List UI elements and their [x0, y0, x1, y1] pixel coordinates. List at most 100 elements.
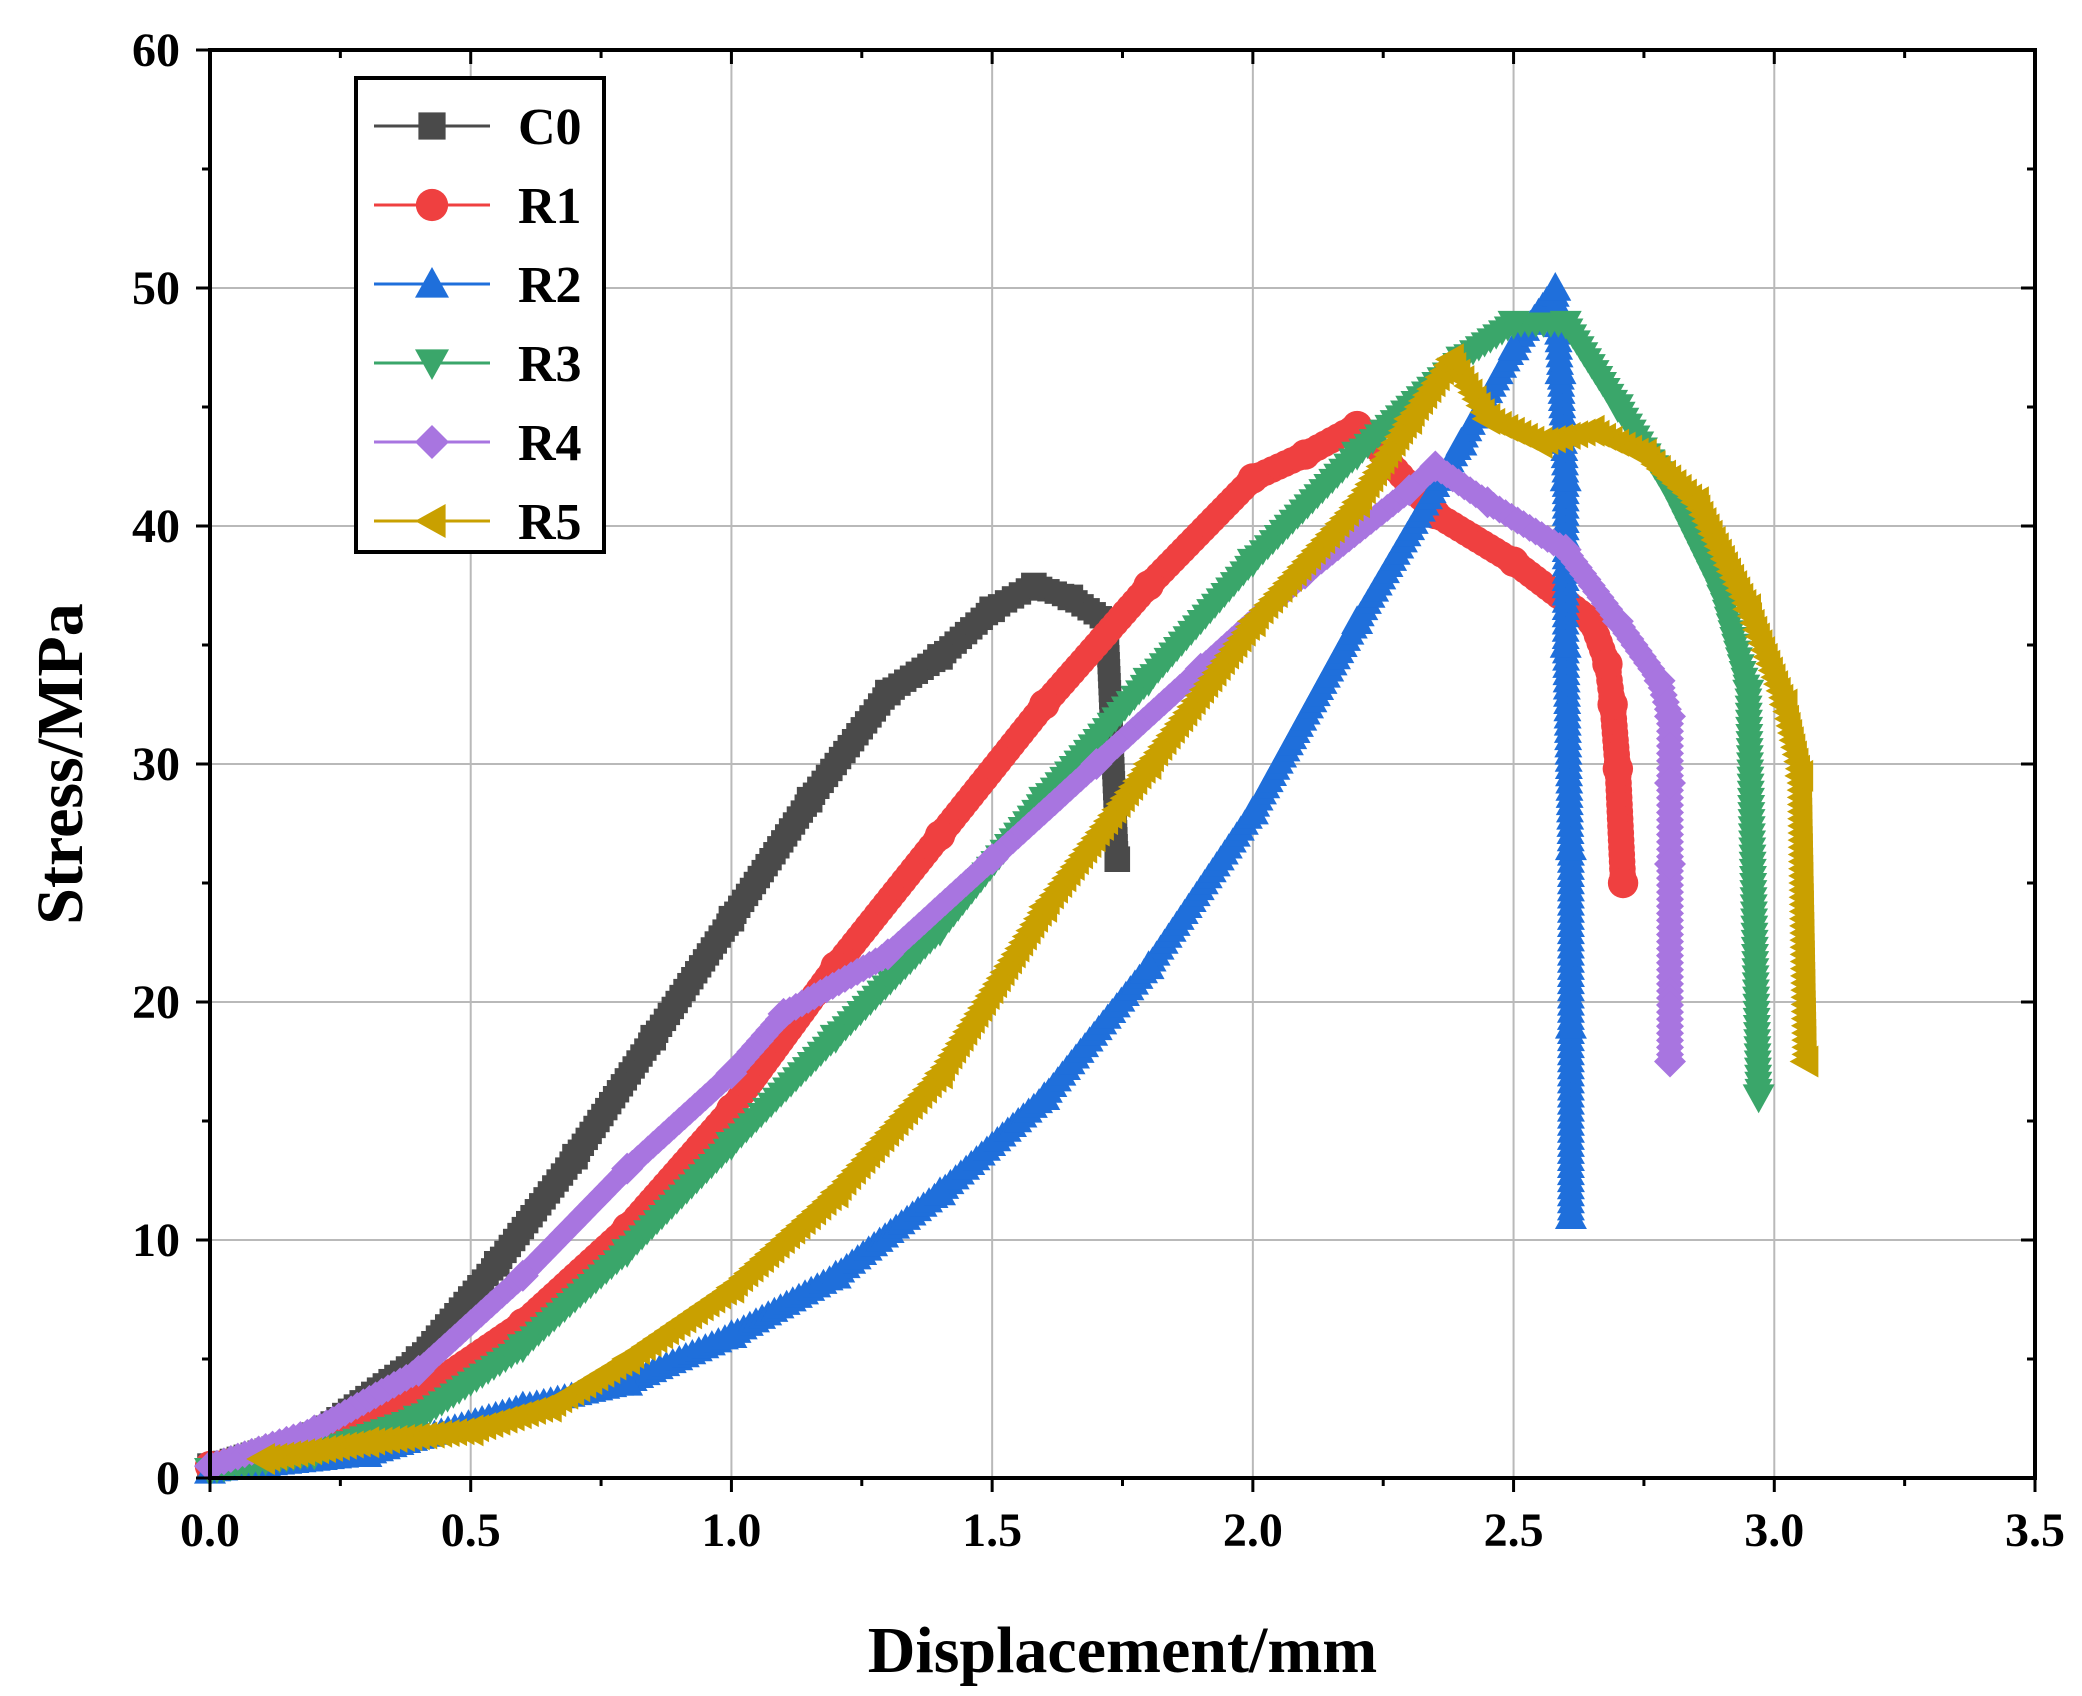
data-point-r5 [1784, 759, 1814, 792]
data-point-r5 [1575, 414, 1605, 447]
data-point-r1 [1576, 606, 1607, 637]
data-point-r4 [1654, 1045, 1686, 1078]
data-point-r2 [611, 1366, 644, 1396]
data-point-r2 [1544, 355, 1577, 385]
legend-item-r5: R5 [374, 494, 582, 551]
data-point-r5 [1768, 688, 1798, 721]
data-point-r3 [506, 1334, 539, 1364]
data-point-c0 [483, 1251, 510, 1277]
legend-item-r1: R1 [374, 178, 582, 235]
data-point-r2 [1554, 1200, 1587, 1229]
data-point-r5 [1393, 402, 1423, 435]
data-point-r2 [715, 1319, 748, 1348]
data-point-r3 [402, 1405, 435, 1435]
data-point-r5 [1680, 486, 1709, 519]
data-point-r3 [611, 1239, 644, 1268]
data-point-c0 [562, 1143, 588, 1170]
data-point-r1 [1289, 439, 1321, 470]
data-point-r4 [1601, 605, 1634, 638]
legend: C0 R1 R2 R3 R4 R5 [354, 76, 606, 554]
data-point-r5 [532, 1390, 562, 1423]
series-r5 [246, 343, 1819, 1475]
data-point-r2 [1549, 462, 1582, 492]
data-point-r4 [715, 1057, 748, 1090]
data-point-r4 [1654, 767, 1686, 800]
data-point-r5 [1789, 1045, 1819, 1078]
data-point-r4 [402, 1354, 435, 1387]
data-point-r2 [1554, 1009, 1587, 1039]
data-point-r2 [1497, 331, 1530, 361]
data-point-r2 [924, 1176, 956, 1206]
data-point-r3 [1497, 310, 1530, 340]
legend-item-r2: R2 [374, 257, 582, 314]
data-point-r3 [1742, 1084, 1775, 1114]
data-point-r3 [819, 1024, 852, 1054]
data-point-r3 [1549, 310, 1582, 340]
data-point-c0 [1021, 572, 1047, 599]
data-point-r3 [1341, 441, 1374, 471]
legend-label: R1 [518, 178, 582, 235]
data-point-r2 [1132, 950, 1165, 980]
data-point-c0 [1057, 584, 1084, 611]
data-point-r4 [1654, 847, 1686, 880]
legend-label: R4 [518, 415, 582, 472]
data-point-r5 [611, 1343, 640, 1375]
x-tick-label: 0.0 [180, 1504, 240, 1557]
data-point-r1 [1133, 570, 1164, 601]
legend-marker-r2 [415, 267, 449, 298]
legend-marker-r1 [415, 188, 449, 222]
x-tick-label: 1.0 [701, 1504, 761, 1557]
data-point-r1 [1237, 463, 1269, 494]
y-tick-label: 0 [156, 1452, 180, 1505]
data-point-r3 [1732, 679, 1765, 709]
data-point-c0 [718, 905, 745, 932]
data-point-r5 [454, 1414, 484, 1447]
x-axis-title: Displacement/mm [868, 1614, 1378, 1687]
data-point-r3 [715, 1132, 748, 1161]
data-point-r1 [1602, 753, 1634, 784]
legend-marker-r4 [415, 425, 449, 459]
legend-marker-r3 [415, 349, 449, 380]
data-point-r5 [1435, 343, 1464, 376]
legend-item-c0: C0 [374, 99, 582, 156]
data-point-r5 [819, 1176, 849, 1209]
data-point-r5 [1132, 748, 1162, 780]
legend-label: C0 [518, 99, 582, 156]
data-point-r3 [1132, 667, 1165, 697]
data-point-r5 [1627, 438, 1657, 471]
data-point-r5 [1236, 605, 1266, 638]
data-point-r5 [924, 1057, 953, 1090]
x-tick-label: 2.0 [1223, 1504, 1283, 1557]
data-point-r4 [1080, 748, 1113, 780]
y-tick-label: 60 [132, 24, 180, 77]
data-point-r4 [1643, 664, 1676, 697]
data-point-c0 [1104, 846, 1131, 872]
x-tick-label: 2.5 [1484, 1504, 1544, 1557]
axes: 0.0 0.5 1.0 1.5 2.0 2.5 3.0 3.5 0 10 20 30 40 50 60 [132, 24, 2065, 1557]
data-point-r2 [1549, 629, 1582, 658]
data-point-r4 [1549, 533, 1582, 566]
y-tick-label: 30 [132, 738, 180, 791]
data-point-r2 [1341, 605, 1374, 634]
data-point-c0 [927, 644, 953, 670]
data-point-r4 [976, 843, 1009, 876]
legend-label: R5 [518, 494, 582, 551]
data-point-r3 [1601, 394, 1634, 423]
legend-item-r3: R3 [374, 336, 582, 393]
series-layer [194, 272, 1819, 1487]
legend-label: R2 [518, 257, 582, 314]
legend-label: R3 [518, 336, 582, 393]
data-point-r2 [1236, 795, 1269, 825]
data-point-r4 [611, 1152, 644, 1185]
data-point-r4 [871, 938, 904, 971]
data-point-r2 [1445, 426, 1478, 456]
data-point-r1 [924, 820, 956, 851]
x-tick-label: 1.5 [962, 1504, 1022, 1557]
legend-box [354, 76, 606, 554]
data-point-c0 [875, 679, 901, 706]
data-point-r4 [767, 997, 800, 1030]
data-point-r5 [1028, 890, 1058, 923]
legend-item-r4: R4 [374, 415, 582, 472]
data-point-r2 [1028, 1081, 1061, 1110]
